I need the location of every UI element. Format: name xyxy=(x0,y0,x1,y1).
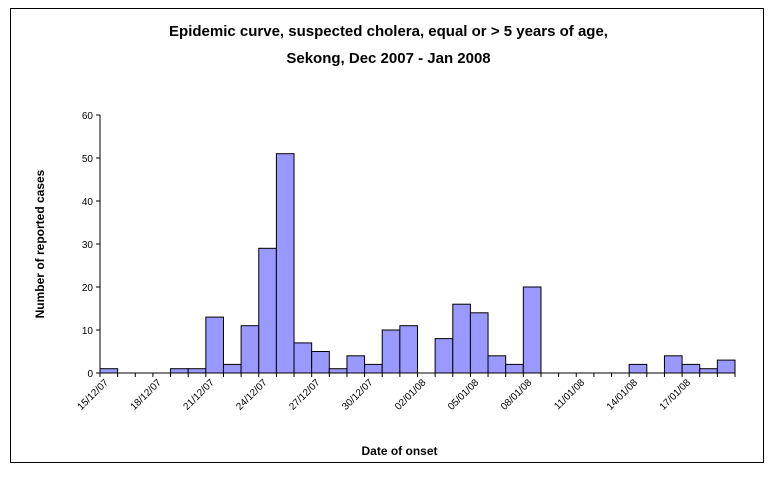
x-tick-label-17-01-08: 17/01/08 xyxy=(658,377,694,413)
bar-04-01-08 xyxy=(452,303,471,374)
bar-16-01-08 xyxy=(663,355,683,374)
x-tick-label-18-12-07: 18/12/07 xyxy=(129,377,165,413)
bar-19-01-08 xyxy=(716,359,736,374)
y-axis-title: Number of reported cases xyxy=(33,169,47,318)
bar-25-12-07 xyxy=(275,153,295,374)
y-tick-label-40: 40 xyxy=(82,197,94,208)
chart-frame xyxy=(10,8,764,463)
bar-18-01-08 xyxy=(699,368,718,374)
bar-24-12-07 xyxy=(258,247,277,374)
y-tick-label-60: 60 xyxy=(82,111,94,122)
bar-30-12-07 xyxy=(364,363,383,374)
bar-15-12-07 xyxy=(99,368,119,374)
bar-23-12-07 xyxy=(240,325,260,374)
x-tick-label-30-12-07: 30/12/07 xyxy=(340,377,376,413)
bar-19-12-07 xyxy=(170,368,189,374)
bar-21-12-07 xyxy=(205,316,224,374)
bar-08-01-08 xyxy=(522,286,542,374)
bar-01-01-08 xyxy=(399,325,419,374)
bar-29-12-07 xyxy=(346,355,366,374)
y-tick-label-0: 0 xyxy=(87,369,93,380)
bar-26-12-07 xyxy=(293,342,313,374)
x-tick-label-05-01-08: 05/01/08 xyxy=(446,377,482,413)
y-tick-label-30: 30 xyxy=(82,240,94,251)
x-tick-label-15-12-07: 15/12/07 xyxy=(76,377,112,413)
x-ticks-group: 15/12/07 18/12/07 21/12/07 24/12/07 27/12/07… xyxy=(76,373,736,413)
x-tick-label-02-01-08: 02/01/08 xyxy=(393,377,429,413)
bar-22-12-07 xyxy=(222,363,242,374)
bar-17-01-08 xyxy=(681,363,701,374)
bar-05-01-08 xyxy=(469,312,489,374)
bar-14-01-08 xyxy=(628,363,648,374)
bar-20-12-07 xyxy=(187,368,207,374)
x-tick-label-11-01-08: 11/01/08 xyxy=(552,377,587,412)
y-ticks-group: 0 10 20 30 40 50 60 xyxy=(82,111,100,380)
bars-group xyxy=(99,153,736,374)
bar-06-01-08 xyxy=(487,355,507,374)
x-tick-label-27-12-07: 27/12/07 xyxy=(287,377,323,413)
x-tick-label-21-12-07: 21/12/07 xyxy=(181,377,217,413)
x-tick-label-24-12-07: 24/12/07 xyxy=(234,377,270,413)
bar-03-01-08 xyxy=(434,338,454,374)
x-axis-title: Date of onset xyxy=(361,444,437,458)
bar-31-12-07 xyxy=(381,329,401,374)
chart-title-line-1: Epidemic curve, suspected cholera, equal… xyxy=(169,23,608,40)
x-tick-label-14-01-08: 14/01/08 xyxy=(605,377,641,413)
bar-07-01-08 xyxy=(505,363,524,374)
bar-27-12-07 xyxy=(311,351,330,374)
y-tick-label-10: 10 xyxy=(82,326,94,337)
chart-title-line-2: Sekong, Dec 2007 - Jan 2008 xyxy=(286,50,491,67)
y-tick-label-20: 20 xyxy=(82,283,94,294)
bar-28-12-07 xyxy=(328,368,348,374)
x-tick-label-08-01-08: 08/01/08 xyxy=(499,377,535,413)
y-tick-label-50: 50 xyxy=(82,154,94,165)
